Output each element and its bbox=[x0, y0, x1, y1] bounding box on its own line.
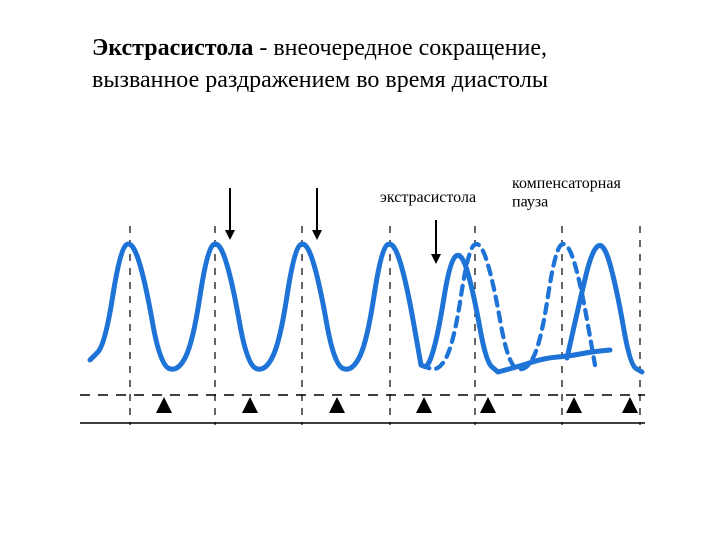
title-term: Экстрасистола bbox=[92, 35, 253, 61]
chart-label-pause-line1: пауза bbox=[512, 193, 548, 210]
page-title: Экстрасистола - внеочередное сокращение,… bbox=[92, 32, 652, 97]
page: Экстрасистола - внеочередное сокращение,… bbox=[0, 0, 720, 540]
waveform-chart: экстрасистола компенсаторнаяпауза bbox=[70, 180, 650, 440]
chart-label-pause-line0: компенсаторная bbox=[512, 180, 621, 192]
chart-svg: экстрасистола компенсаторнаяпауза bbox=[70, 180, 650, 440]
chart-label-extrasystole: экстрасистола bbox=[380, 189, 476, 206]
